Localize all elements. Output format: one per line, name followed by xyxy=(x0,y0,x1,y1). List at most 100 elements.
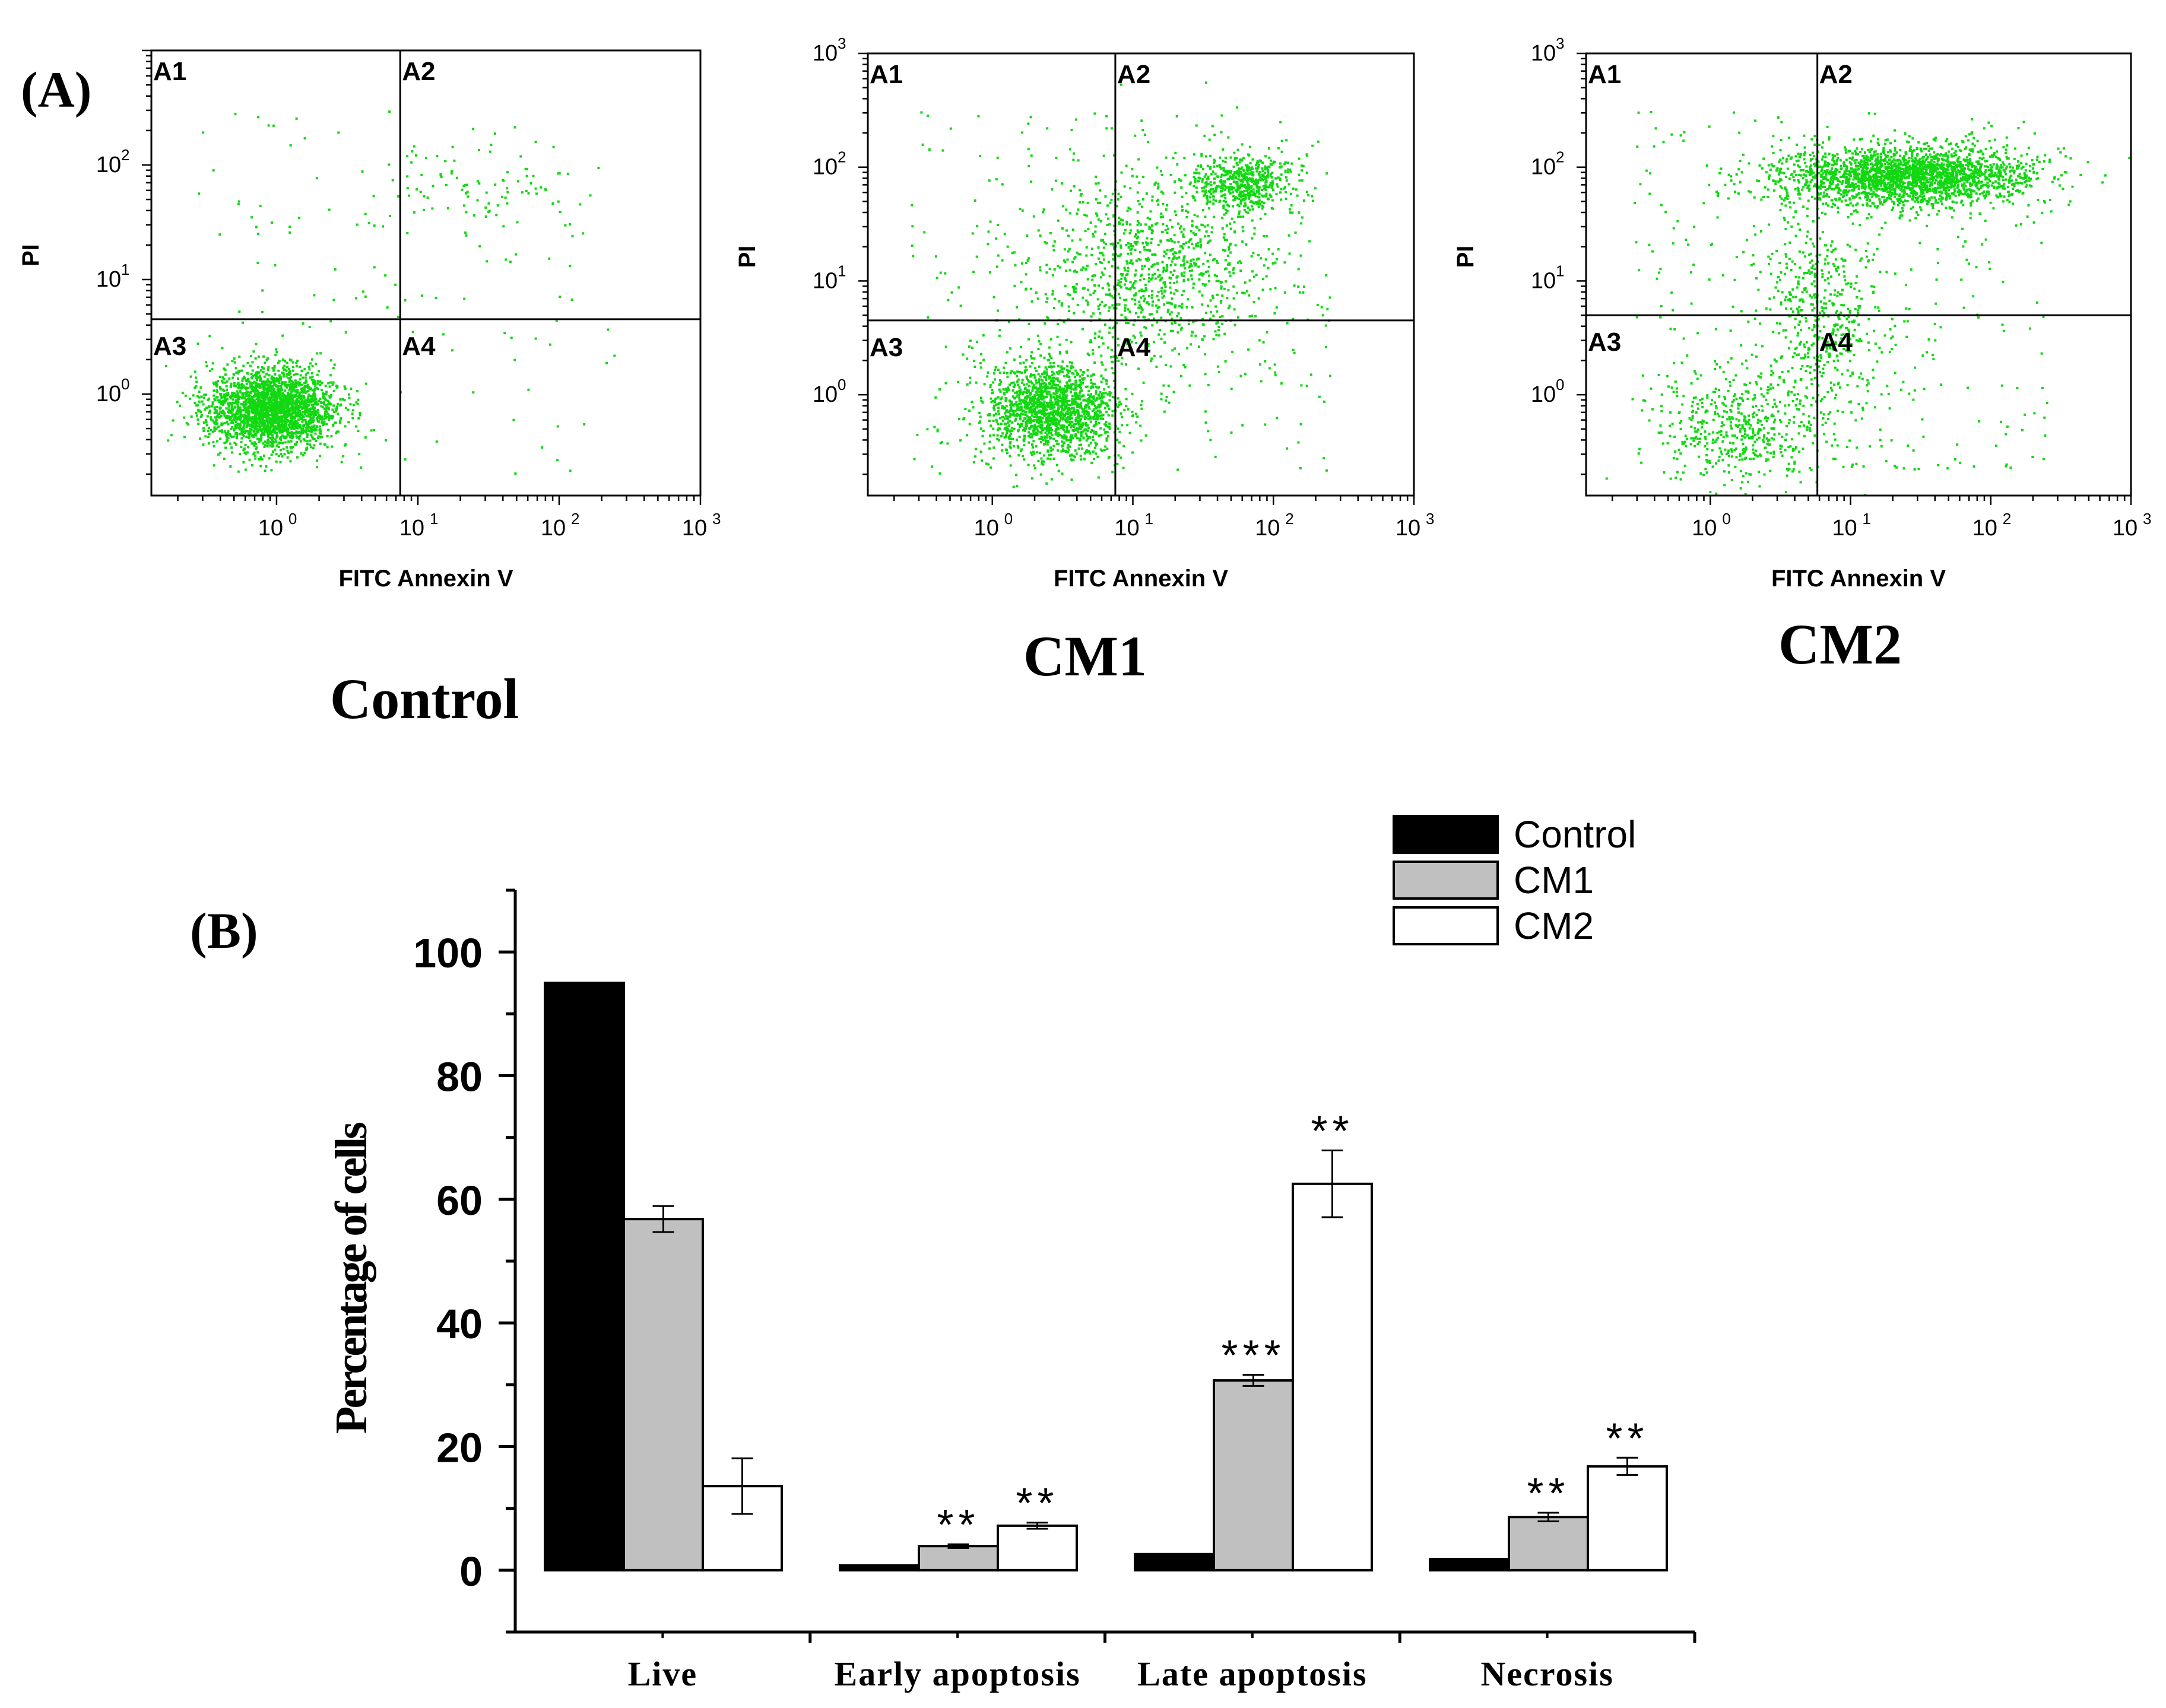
scatter-point xyxy=(1082,287,1084,290)
scatter-point xyxy=(1127,242,1130,245)
scatter-point xyxy=(1036,406,1039,409)
scatter-point xyxy=(1213,177,1216,180)
scatter-point xyxy=(1238,171,1241,174)
scatter-point xyxy=(262,421,265,424)
scatter-point xyxy=(1016,374,1019,377)
scatter-point xyxy=(1298,157,1301,160)
scatter-point xyxy=(200,414,203,417)
scatter-point xyxy=(213,408,216,411)
scatter-point xyxy=(333,411,336,413)
scatter-point xyxy=(249,394,252,397)
scatter-point xyxy=(408,194,411,197)
scatter-point xyxy=(1230,170,1233,173)
scatter-point xyxy=(1071,411,1074,414)
scatter-point xyxy=(1009,383,1011,386)
scatter-point xyxy=(181,392,184,395)
scatter-point xyxy=(1100,380,1103,383)
scatter-point xyxy=(211,402,214,405)
scatter-point xyxy=(1264,186,1267,189)
scatter-point xyxy=(1048,417,1051,420)
scatter-point xyxy=(1042,405,1045,408)
scatter-point xyxy=(1112,379,1115,382)
scatter-point xyxy=(1065,427,1068,430)
scatter-point xyxy=(1250,190,1253,193)
scatter-point xyxy=(1025,424,1027,427)
scatter-point xyxy=(1027,431,1030,434)
scatter-point xyxy=(1098,386,1101,389)
scatter-point xyxy=(299,406,302,409)
scatter-point xyxy=(257,371,260,373)
scatter-point xyxy=(339,398,342,401)
scatter-point xyxy=(278,425,281,428)
scatter-point xyxy=(990,466,992,469)
scatter-point xyxy=(286,396,288,399)
scatter-point xyxy=(1140,288,1143,291)
scatter-point xyxy=(287,402,290,405)
scatter-point xyxy=(1185,241,1188,244)
scatter-point xyxy=(297,401,300,404)
scatter-point xyxy=(303,390,306,393)
scatter-point xyxy=(213,421,215,424)
scatter-point xyxy=(1046,420,1049,423)
scatter-point xyxy=(1047,431,1050,434)
scatter-point xyxy=(250,424,253,427)
scatter-point xyxy=(1106,435,1109,438)
scatter-point xyxy=(204,418,207,421)
scatter-point xyxy=(1222,207,1225,209)
scatter-point xyxy=(241,393,244,396)
scatter-point xyxy=(1039,424,1042,427)
scatter-point xyxy=(237,470,240,473)
scatter-point xyxy=(305,379,307,382)
scatter-point xyxy=(323,443,326,446)
scatter-point xyxy=(1089,415,1092,418)
scatter-point xyxy=(1003,392,1006,395)
scatter-point xyxy=(253,441,256,444)
scatter-point xyxy=(1020,346,1023,348)
scatter-point xyxy=(1079,405,1082,408)
scatter-point xyxy=(201,400,204,403)
scatter-point xyxy=(1061,360,1064,363)
scatter-point xyxy=(1053,417,1056,420)
scatter-point xyxy=(326,446,329,449)
scatter-point xyxy=(1118,401,1121,404)
scatter-point xyxy=(1076,271,1079,274)
scatter-point xyxy=(285,415,288,418)
scatter-point xyxy=(1032,405,1035,408)
scatter-point xyxy=(229,418,231,421)
scatter-point xyxy=(1270,176,1273,179)
scatter-point xyxy=(1092,450,1095,453)
scatter-point xyxy=(1051,434,1054,437)
scatter-point xyxy=(1254,195,1257,198)
scatter-point xyxy=(1004,361,1007,364)
scatter-point xyxy=(1082,423,1084,426)
scatter-point xyxy=(1284,161,1287,164)
scatter-point xyxy=(305,390,308,393)
scatter-point xyxy=(251,405,254,408)
scatter-point xyxy=(1035,433,1038,436)
scatter-point xyxy=(246,386,249,389)
scatter-point xyxy=(1074,380,1077,383)
scatter-point xyxy=(1067,448,1070,451)
scatter-point xyxy=(1213,158,1216,161)
scatter-point xyxy=(1103,428,1106,431)
scatter-point xyxy=(1077,395,1080,398)
scatter-point xyxy=(485,191,488,194)
scatter-point xyxy=(1215,322,1218,325)
scatter-point xyxy=(266,427,269,430)
scatter-point xyxy=(1044,436,1046,439)
scatter-point xyxy=(1001,407,1004,409)
scatter-point xyxy=(1029,433,1032,436)
scatter-point xyxy=(1079,385,1082,388)
scatter-point xyxy=(1019,418,1022,421)
scatter-point xyxy=(326,412,329,415)
scatter-point xyxy=(1047,430,1050,433)
scatter-point xyxy=(1135,421,1138,424)
scatter-point xyxy=(299,415,302,418)
scatter-point xyxy=(1011,421,1014,424)
scatter-point xyxy=(275,444,278,447)
scatter-point xyxy=(463,297,466,300)
scatter-point xyxy=(1107,456,1110,459)
scatter-point xyxy=(1238,210,1241,213)
scatter-point xyxy=(287,427,290,430)
scatter-point xyxy=(311,404,314,407)
